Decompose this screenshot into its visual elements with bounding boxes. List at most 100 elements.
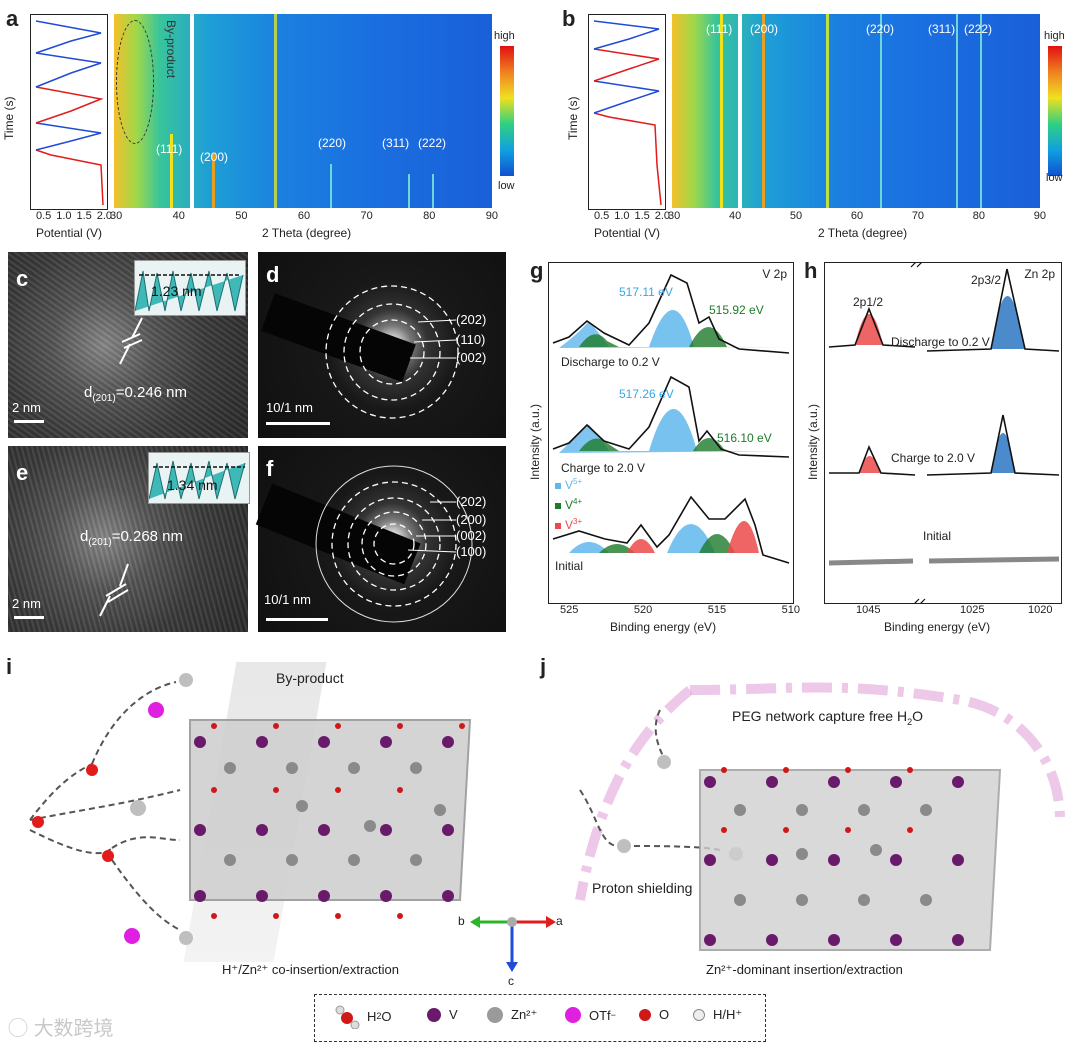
line-profile-inset-c: 1.23 nm: [134, 260, 246, 316]
legend-h-label: H/H⁺: [713, 1007, 743, 1022]
hkl-subscript: (201): [92, 393, 116, 404]
tick: 0.5: [594, 210, 610, 222]
d-value: =0.268 nm: [111, 528, 184, 545]
xps-zn2p-plot: Zn 2p 2p1/2 2p3/2 Discharge to 0.2 V Cha…: [824, 258, 1062, 608]
ring-label: (002): [456, 528, 487, 543]
v3-swatch: [555, 523, 561, 529]
peak-annotation: 517.26 eV: [619, 387, 674, 401]
tick: 80: [972, 210, 986, 222]
legend-h: H/H⁺: [693, 1007, 742, 1023]
xps-v2p-xticks: 525 520 515 510: [560, 604, 800, 616]
spectrum-label: Charge to 2.0 V: [561, 461, 646, 475]
tick: 1025: [960, 604, 985, 616]
xps-zn2p-xlabel: Binding energy (eV): [884, 620, 991, 634]
tick: 90: [485, 210, 498, 222]
panel-label-h: h: [804, 258, 818, 283]
peak-line: [762, 14, 765, 208]
tick: 520: [633, 604, 653, 616]
panel-label-d: d: [266, 262, 280, 287]
colorbar-a: [500, 46, 514, 176]
tick: 80: [423, 210, 436, 222]
legend-otf-sup: −: [610, 1010, 616, 1020]
axis-break: [738, 14, 742, 208]
potential-ticks-b: 0.5 1.0 1.5 2.0: [594, 210, 670, 222]
diffraction-rings-d: [325, 285, 459, 419]
zn-atom-icon: [487, 1007, 503, 1023]
tick: 70: [911, 210, 925, 222]
legend-o: O: [639, 1007, 669, 1022]
tick: 1045: [856, 604, 881, 616]
legend-h2o-post: O: [381, 1008, 392, 1024]
xps-v2p-title: V 2p: [762, 267, 787, 281]
tick: 525: [560, 604, 579, 616]
peak-label: (311): [382, 136, 410, 150]
scale-bar-e: [14, 616, 44, 619]
v5-swatch: [555, 483, 561, 489]
peak-line: [170, 134, 173, 208]
spectrum-label: Initial: [923, 529, 952, 543]
legend-v-label: V: [449, 1007, 458, 1022]
peak-annotation: 516.10 eV: [717, 431, 772, 445]
legend-v3: V3+: [555, 517, 582, 532]
peak-line: [330, 164, 332, 208]
watermark-icon: ◯: [8, 1018, 28, 1040]
crystal-structure-i: [29, 673, 472, 945]
caption-j: Zn²⁺-dominant insertion/extraction: [706, 962, 903, 977]
v4-sup: 4+: [573, 497, 583, 506]
byproduct-label-i: By-product: [276, 670, 344, 686]
ring-label: (110): [456, 332, 486, 347]
peak-line: [880, 14, 882, 208]
peak-annotation: 515.92 eV: [709, 303, 764, 317]
tick: 2.0: [96, 210, 112, 222]
tick: 30: [110, 210, 123, 222]
tick: 30: [668, 210, 681, 222]
saed-pattern-d: d (202) (110) (002) 10/1 nm: [258, 252, 506, 438]
caption-i: H⁺/Zn²⁺ co-insertion/extraction: [222, 962, 400, 977]
otf-ion-icon: [565, 1007, 581, 1023]
v5-base: V: [565, 478, 574, 492]
two-theta-ticks-a: 30 40 50 60 70 80 90: [110, 210, 498, 222]
tick: 70: [360, 210, 373, 222]
panel-label-f: f: [266, 456, 274, 481]
scale-label-c: 2 nm: [12, 400, 41, 415]
crystal-axes: [470, 916, 556, 972]
v3-sup: 3+: [573, 517, 583, 526]
colorbar-b: [1048, 46, 1062, 176]
xps-zn2p-title: Zn 2p: [1024, 267, 1055, 281]
tick: 1020: [1028, 604, 1053, 616]
legend-h2o-sub: 2: [376, 1011, 382, 1021]
saed-pattern-f: f (202) (200) (002) (100) 10/1 nm: [255, 446, 506, 632]
watermark: ◯ 大数跨境: [8, 1012, 114, 1041]
crystal-structure-j: [575, 682, 1065, 951]
two-theta-ticks-b: 30 40 50 60 70 80 90: [668, 210, 1046, 222]
potential-axis-label-b: Potential (V): [594, 226, 661, 240]
xps-v2p-ylabel: Intensity (a.u.): [528, 403, 542, 480]
panel-label-c: c: [16, 266, 29, 291]
scale-bar-c: [14, 420, 44, 423]
v5-sup: 5+: [573, 477, 583, 486]
tick: 1.0: [56, 210, 72, 222]
d-spacing-label-e: d(201)=0.268 nm: [80, 528, 183, 548]
peak-label: (222): [418, 136, 447, 150]
ring-label: (100): [456, 544, 487, 559]
diffraction-rings-f: [315, 465, 473, 623]
fringe-arrows-c: [119, 317, 143, 365]
ring-label: (002): [456, 350, 487, 365]
hrtem-image-e: e 1.34 nm d(201)=0.268 nm 2 nm: [8, 446, 250, 632]
legend-otf-base: OTf: [589, 1007, 611, 1023]
spectrum-label: Discharge to 0.2 V: [561, 355, 660, 369]
tick: 40: [728, 210, 742, 222]
axis-a-label: a: [556, 914, 563, 928]
peg-text: PEG network capture free H: [732, 708, 908, 724]
tick: 510: [781, 604, 800, 616]
legend-o-label: O: [659, 1007, 670, 1022]
tick: 40: [172, 210, 185, 222]
peak-label: (222): [964, 22, 993, 36]
peak-label: (311): [928, 22, 956, 36]
peg-subscript: 2: [907, 716, 913, 727]
peak-annotation: 517.11 eV: [619, 285, 673, 299]
tick: 0.5: [36, 210, 52, 222]
d-spacing-label-c: d(201)=0.246 nm: [84, 384, 187, 404]
potential-axis-label-a: Potential (V): [36, 226, 103, 240]
colorbar-low-a: low: [498, 180, 515, 192]
